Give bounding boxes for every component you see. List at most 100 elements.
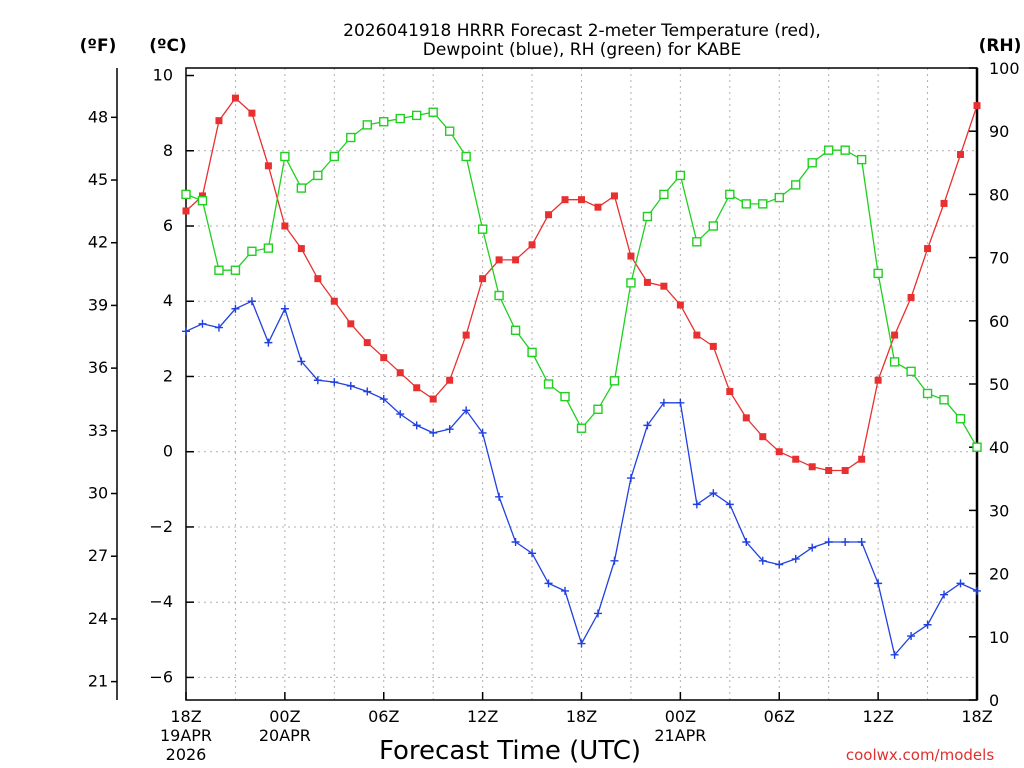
data-point [247,246,257,256]
data-point [214,323,223,332]
data-point [823,145,834,155]
series-2-meter-temperature [182,94,981,475]
data-point [907,293,915,301]
data-point [907,632,916,641]
data-point [692,237,702,247]
data-point [708,221,719,231]
data-point [725,189,735,200]
data-point [198,192,206,200]
x-tick-label: 06Z [368,707,399,726]
rh-tick-label: 10 [989,628,1009,647]
data-point [922,388,933,399]
data-point [742,414,750,422]
fahrenheit-tick-label: 45 [88,170,108,189]
data-point [676,301,684,309]
data-point [396,369,404,377]
data-point [379,117,389,127]
x-tick-label: 18Z [961,707,992,726]
fahrenheit-tick-label: 33 [88,421,108,440]
data-point [973,102,981,110]
data-point [444,126,455,136]
data-point [197,196,208,206]
data-point [346,381,355,390]
data-point [346,132,356,143]
data-point [495,492,504,501]
data-point [362,120,372,130]
data-point [527,347,537,358]
data-point [891,331,899,339]
celsius-tick-label: 0 [163,442,173,461]
data-point [627,252,635,260]
celsius-tick-label: −4 [149,592,173,611]
celsius-tick-label: −2 [149,517,173,536]
data-point [576,423,587,433]
data-point [281,222,289,230]
data-point [412,421,421,430]
data-point [561,196,569,204]
chart-title-line1: 2026041918 HRRR Forecast 2-meter Tempera… [343,21,821,41]
data-point [445,425,454,434]
data-point [626,474,635,483]
data-point [939,395,949,405]
data-point [659,398,668,407]
data-point [395,113,405,124]
x-tick-year: 2026 [166,745,207,764]
data-point [972,442,982,452]
x-tick-label: 00Z [665,707,696,726]
rh-tick-label: 20 [989,565,1009,584]
fahrenheit-unit-label: (ºF) [80,36,117,56]
data-point [215,117,223,125]
data-point [857,538,866,546]
celsius-tick-label: 4 [163,291,173,310]
data-point [264,162,272,170]
data-point [874,376,882,384]
rh-unit-label: (RH) [979,36,1022,56]
data-point [626,278,636,288]
data-point [841,467,849,475]
data-point [379,395,388,404]
data-point [807,158,817,168]
data-point [231,94,239,102]
data-point [230,265,241,275]
data-point [873,268,883,279]
data-point [643,421,652,430]
data-point [659,189,669,200]
data-point [181,189,191,200]
rh-tick-label: 100 [989,59,1020,78]
data-point [198,319,207,328]
credit-label: coolwx.com/models [846,746,994,764]
data-point [758,556,767,565]
data-point [874,579,883,588]
data-point [329,151,340,162]
data-point [775,560,784,569]
data-point [824,538,833,546]
data-point [396,410,405,419]
data-point [940,590,949,599]
data-point [792,455,800,463]
data-point [380,354,388,362]
x-tick-label: 18Z [170,707,201,726]
x-tick-date: 20APR [259,726,311,745]
data-point [775,448,783,456]
data-point [446,376,454,384]
data-point [956,579,965,588]
data-point [280,151,290,162]
data-point [231,304,240,313]
data-point [561,586,570,595]
data-point [412,110,422,121]
x-tick-label: 12Z [862,707,893,726]
data-point [610,192,618,200]
data-point [675,170,686,181]
data-point [593,404,603,414]
data-point [429,428,438,437]
fahrenheit-tick-label: 42 [88,233,108,252]
data-point [709,489,718,498]
data-point [825,467,833,475]
series-dewpoint [182,297,981,659]
rh-tick-label: 40 [989,438,1009,457]
series-layer [181,94,982,659]
data-point [726,388,734,396]
data-point [973,586,981,595]
data-point [759,433,767,441]
x-tick-label: 00Z [269,707,300,726]
